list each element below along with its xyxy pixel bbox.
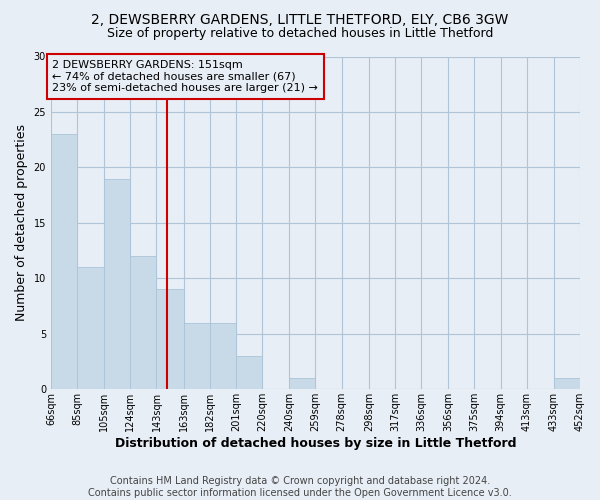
- Bar: [77, 268, 104, 390]
- Bar: [184, 322, 210, 390]
- Text: Contains HM Land Registry data © Crown copyright and database right 2024.
Contai: Contains HM Land Registry data © Crown c…: [88, 476, 512, 498]
- X-axis label: Distribution of detached houses by size in Little Thetford: Distribution of detached houses by size …: [115, 437, 516, 450]
- Y-axis label: Number of detached properties: Number of detached properties: [15, 124, 28, 322]
- Bar: [130, 256, 157, 390]
- Bar: [289, 378, 316, 390]
- Bar: [236, 356, 262, 390]
- Text: 2 DEWSBERRY GARDENS: 151sqm
← 74% of detached houses are smaller (67)
23% of sem: 2 DEWSBERRY GARDENS: 151sqm ← 74% of det…: [52, 60, 318, 93]
- Bar: [210, 322, 236, 390]
- Bar: [51, 134, 77, 390]
- Text: Size of property relative to detached houses in Little Thetford: Size of property relative to detached ho…: [107, 28, 493, 40]
- Bar: [554, 378, 580, 390]
- Text: 2, DEWSBERRY GARDENS, LITTLE THETFORD, ELY, CB6 3GW: 2, DEWSBERRY GARDENS, LITTLE THETFORD, E…: [91, 12, 509, 26]
- Bar: [157, 290, 184, 390]
- Bar: [104, 178, 130, 390]
